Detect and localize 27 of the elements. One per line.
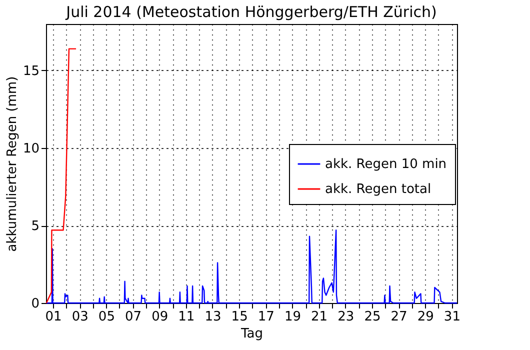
x-tick-label: 19 (284, 310, 301, 324)
x-tick-label: 27 (390, 310, 408, 324)
x-tick-label: 21 (311, 310, 328, 324)
x-tick-label: 09 (152, 310, 168, 324)
x-axis-title: Tag (240, 326, 264, 342)
y-tick-label: 10 (22, 142, 40, 156)
legend-label: akk. Regen total (325, 182, 432, 197)
line-series (46, 230, 458, 304)
x-tick-label: 07 (125, 310, 142, 324)
x-tick-label: 01 (45, 310, 62, 324)
x-tick-label: 03 (72, 310, 88, 324)
x-tick-label: 17 (258, 310, 274, 324)
legend-label: akk. Regen 10 min (325, 157, 447, 172)
y-tick-label: 5 (31, 219, 40, 234)
y-tick-label: 15 (22, 64, 40, 79)
line-series (46, 48, 77, 304)
y-tick-label: 0 (31, 296, 40, 312)
x-tick-label: 11 (178, 310, 195, 324)
y-axis-title: akkumulierter Regen (mm) (4, 76, 20, 252)
x-tick-label: 23 (338, 310, 354, 324)
x-tick-label: 13 (204, 310, 222, 324)
x-tick-label: 05 (98, 310, 115, 324)
x-tick-label: 15 (231, 310, 248, 324)
chart-title: Juli 2014 (Meteostation Hönggerberg/ETH Zürich) (65, 3, 437, 21)
x-tick-label: 25 (364, 310, 381, 324)
x-tick-label: 31 (444, 310, 460, 324)
x-tick-label: 29 (417, 310, 434, 324)
